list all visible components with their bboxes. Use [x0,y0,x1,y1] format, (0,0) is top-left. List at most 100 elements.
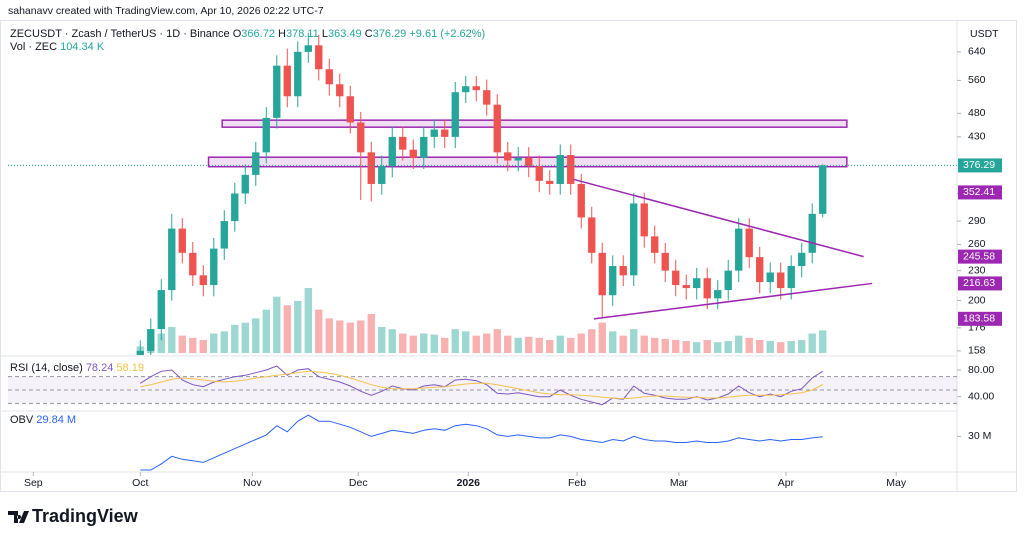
candle-body [514,157,522,161]
volume-bar [388,329,396,353]
candle-body [325,69,333,85]
price-pane [136,32,848,355]
volume-bar [546,340,554,353]
candle-body [546,180,554,184]
volume-bar [514,337,522,353]
candle-body [777,272,785,289]
volume-bar [399,333,407,353]
volume-bar [231,324,239,353]
candle-body [619,266,627,276]
candle-body [472,86,480,91]
candle-body [535,166,543,181]
time-tick-label: Nov [243,477,262,489]
time-tick-label: Mar [670,477,689,489]
candle-body [693,278,701,289]
volume-bar [336,320,344,353]
ohlc-value: 363.49 [328,28,362,40]
volume-bar [273,296,281,353]
ohlc-value: 366.72 [241,28,275,40]
volume-bar [598,322,606,353]
indicator-line [140,370,823,400]
volume-bar [787,341,795,353]
candle-body [231,193,239,222]
candle-body [430,129,438,137]
candle-body [294,51,302,97]
candle-body [367,152,375,184]
candle-body [336,84,344,97]
volume-bar [252,318,260,353]
candle-body [703,278,711,299]
time-tick-label: 2026 [457,477,481,489]
indicator-title: RSI (14, close) [10,362,83,374]
volume-bar [210,333,218,353]
price-label-box [958,185,1002,200]
candle-body [724,270,732,291]
volume-bar [693,342,701,353]
price-tick-label: 640 [968,46,986,58]
volume-bar [798,340,806,353]
volume-bar [756,340,764,353]
candle-body [787,266,795,289]
volume-bar [178,335,186,353]
candle-body [661,252,669,271]
volume-bar [357,320,365,353]
price-label: 216.63 [963,277,995,289]
volume-bar [525,336,533,353]
candle-body [241,174,249,194]
chart-frame [0,20,1017,492]
price-label-box [958,276,1002,291]
price-tick-label: 200 [968,294,986,306]
volume-bar [682,341,690,353]
candle-body [819,165,827,214]
candle-body [388,136,396,167]
candle-body [598,252,606,296]
ohlc-key: C [365,28,373,40]
candle-body [798,252,806,267]
candle-body [483,90,491,105]
volume-bar [262,309,270,353]
volume-bar [451,329,459,353]
volume-bar [189,337,197,353]
candle-body [462,86,470,93]
volume-bar [745,337,753,353]
price-zone [221,119,848,128]
volume-bar [420,333,428,353]
ohlc-value: 378.11 [286,28,319,40]
candle-body [766,272,774,283]
volume-bar [619,335,627,353]
volume-bar [777,342,785,353]
candle-body [220,221,228,249]
last-price-box [958,158,1002,173]
indicator-tick-label: 30 M [968,430,991,442]
volume-bar [472,335,480,353]
brand: TradingView [32,506,139,526]
candle-body [409,149,417,158]
volume-bar [808,333,816,353]
symbol-legend: ZECUSDT · Zcash / TetherUS · 1D · Binanc… [10,28,485,40]
price-label: 352.41 [963,186,995,198]
price-label-box [958,249,1002,264]
candle-body [451,92,459,137]
candle-body [630,203,638,276]
volume-bar [703,340,711,353]
candle-body [210,248,218,286]
volume-bar [493,329,501,353]
candle-body [273,65,281,118]
volume-bar [588,329,596,353]
candle-body [147,329,155,351]
volume-bar [315,309,323,353]
volume-bar [304,288,312,353]
candle-body [588,217,596,253]
volume-bar [535,337,543,353]
indicator-value: 58.19 [116,362,144,374]
price-tick-label: 230 [968,264,986,276]
candle-body [283,65,291,97]
volume-bar [241,322,249,353]
volume-bar [430,334,438,353]
volume-bar [504,335,512,353]
price-label-box [958,311,1002,326]
candle-body [735,228,743,271]
price-tick-label: 158 [968,345,986,357]
price-tick-label: 430 [968,131,986,143]
volume-bar [325,318,333,353]
